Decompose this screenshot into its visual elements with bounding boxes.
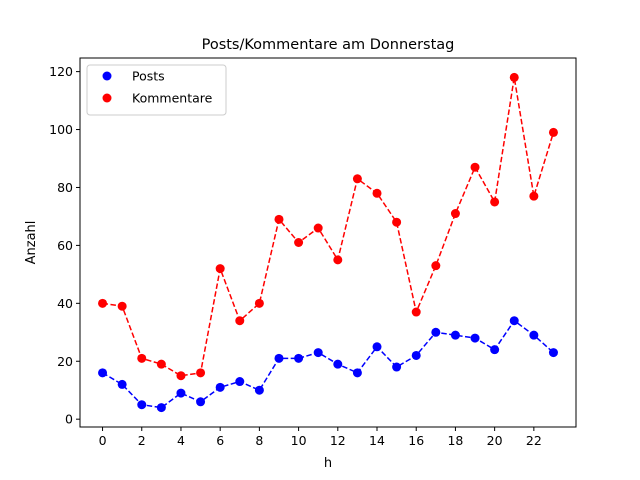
- legend-label-posts: Posts: [132, 69, 165, 84]
- y-tick-label: 0: [65, 412, 73, 427]
- legend-marker-kommentare: [102, 93, 112, 103]
- data-point-posts: [215, 382, 225, 392]
- x-tick-label: 2: [138, 433, 146, 448]
- data-point-posts: [274, 353, 284, 363]
- data-point-kommentare: [196, 368, 206, 378]
- data-point-posts: [548, 348, 558, 358]
- data-point-kommentare: [294, 238, 304, 247]
- legend-label-kommentare: Kommentare: [132, 91, 213, 106]
- x-tick-label: 18: [447, 433, 463, 448]
- data-point-posts: [235, 377, 245, 387]
- data-point-posts: [470, 333, 480, 343]
- data-point-kommentare: [176, 371, 186, 381]
- data-point-posts: [352, 368, 362, 378]
- data-point-kommentare: [392, 217, 402, 227]
- data-point-kommentare: [156, 359, 166, 369]
- data-point-kommentare: [274, 214, 284, 224]
- data-point-posts: [333, 359, 343, 369]
- data-point-posts: [156, 403, 166, 413]
- x-axis-label: h: [324, 456, 332, 471]
- data-point-posts: [98, 368, 108, 378]
- x-tick-label: 14: [369, 433, 385, 448]
- x-tick-label: 6: [216, 433, 224, 448]
- data-point-posts: [254, 385, 264, 395]
- data-point-kommentare: [215, 264, 225, 274]
- data-point-posts: [294, 353, 304, 363]
- y-tick-label: 100: [49, 122, 73, 137]
- data-point-kommentare: [450, 209, 460, 219]
- data-point-kommentare: [411, 307, 421, 317]
- y-axis-ticks: 0 20 40 60 80 100 120: [49, 64, 80, 427]
- legend: Posts Kommentare: [86, 64, 227, 116]
- data-point-kommentare: [313, 223, 323, 233]
- data-point-kommentare: [548, 127, 558, 137]
- data-point-kommentare: [509, 72, 519, 82]
- data-point-kommentare: [137, 353, 147, 363]
- data-point-posts: [176, 388, 186, 398]
- legend-box: [86, 64, 227, 116]
- data-point-kommentare: [529, 191, 539, 201]
- x-tick-label: 8: [255, 433, 263, 448]
- data-point-posts: [392, 362, 402, 372]
- data-point-posts: [509, 316, 519, 326]
- y-tick-label: 120: [49, 64, 73, 79]
- data-point-posts: [431, 327, 441, 337]
- data-point-kommentare: [333, 255, 343, 265]
- series-layer: [98, 72, 558, 413]
- x-tick-label: 20: [487, 433, 503, 448]
- data-point-kommentare: [470, 162, 480, 172]
- data-point-kommentare: [372, 188, 382, 198]
- plot-area-frame: [79, 57, 577, 428]
- data-point-kommentare: [254, 298, 264, 308]
- data-point-kommentare: [98, 298, 108, 308]
- x-tick-label: 16: [408, 433, 424, 448]
- x-tick-label: 22: [526, 433, 542, 448]
- data-point-posts: [117, 379, 127, 389]
- data-point-posts: [411, 350, 421, 360]
- x-tick-label: 0: [99, 433, 107, 448]
- data-point-kommentare: [117, 301, 127, 311]
- data-point-posts: [313, 348, 323, 358]
- data-point-kommentare: [352, 174, 362, 184]
- data-point-posts: [196, 397, 206, 407]
- data-point-posts: [450, 330, 460, 340]
- legend-marker-posts: [102, 71, 112, 81]
- y-axis-label: Anzahl: [24, 221, 39, 265]
- data-point-kommentare: [490, 197, 500, 207]
- y-tick-label: 60: [57, 238, 73, 253]
- x-tick-label: 10: [291, 433, 307, 448]
- chart-title: Posts/Kommentare am Donnerstag: [202, 37, 455, 53]
- x-tick-label: 4: [177, 433, 185, 448]
- data-point-posts: [137, 400, 147, 410]
- y-tick-label: 40: [57, 296, 73, 311]
- x-tick-label: 12: [330, 433, 346, 448]
- y-tick-label: 20: [57, 354, 73, 369]
- data-point-posts: [372, 342, 382, 352]
- data-point-posts: [529, 330, 539, 340]
- y-tick-label: 80: [57, 180, 73, 195]
- data-point-kommentare: [235, 316, 245, 326]
- data-point-posts: [490, 345, 500, 355]
- data-point-kommentare: [431, 261, 441, 271]
- x-axis-ticks: 0 2 4 6 8 10 12 14 16 18 20 22: [99, 427, 542, 448]
